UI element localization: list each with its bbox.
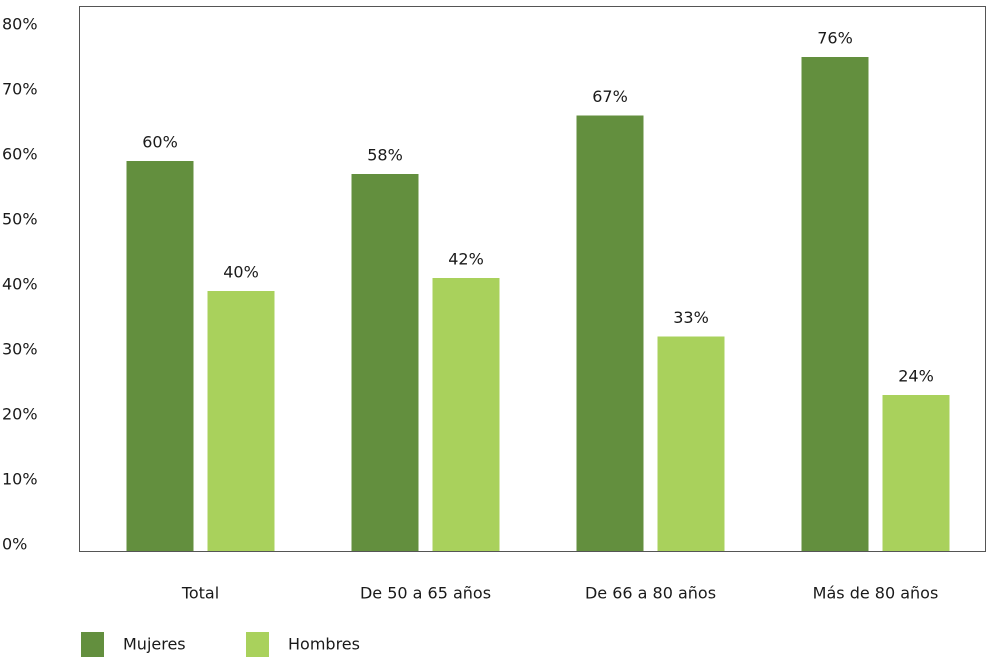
data-label: 76% <box>817 29 853 48</box>
bar <box>432 278 500 551</box>
data-label: 40% <box>223 263 259 282</box>
bar <box>126 161 194 551</box>
data-label: 58% <box>367 146 403 165</box>
data-label: 24% <box>898 367 934 386</box>
bar <box>657 336 725 551</box>
legend-swatch <box>246 632 269 657</box>
data-label: 60% <box>142 133 178 152</box>
legend-label: Mujeres <box>123 635 186 654</box>
y-tick-label: 40% <box>2 275 38 294</box>
y-tick-label: 0% <box>2 535 27 554</box>
data-label: 33% <box>673 308 709 327</box>
y-tick-label: 30% <box>2 340 38 359</box>
bar <box>207 291 275 551</box>
data-label: 42% <box>448 250 484 269</box>
y-tick-label: 10% <box>2 470 38 489</box>
data-label: 67% <box>592 87 628 106</box>
legend-label: Hombres <box>288 635 360 654</box>
y-tick-label: 50% <box>2 210 38 229</box>
bar <box>576 115 644 551</box>
legend-swatch <box>81 632 104 657</box>
y-tick-label: 70% <box>2 80 38 99</box>
plot-frame <box>79 6 986 552</box>
y-tick-label: 20% <box>2 405 38 424</box>
bar <box>351 174 419 551</box>
x-tick-label: De 50 a 65 años <box>360 584 491 603</box>
bar <box>882 395 950 551</box>
x-tick-label: Más de 80 años <box>813 584 939 603</box>
y-tick-label: 80% <box>2 15 38 34</box>
y-tick-label: 60% <box>2 145 38 164</box>
bar <box>801 57 869 551</box>
x-tick-label: Total <box>181 584 219 603</box>
x-tick-label: De 66 a 80 años <box>585 584 716 603</box>
